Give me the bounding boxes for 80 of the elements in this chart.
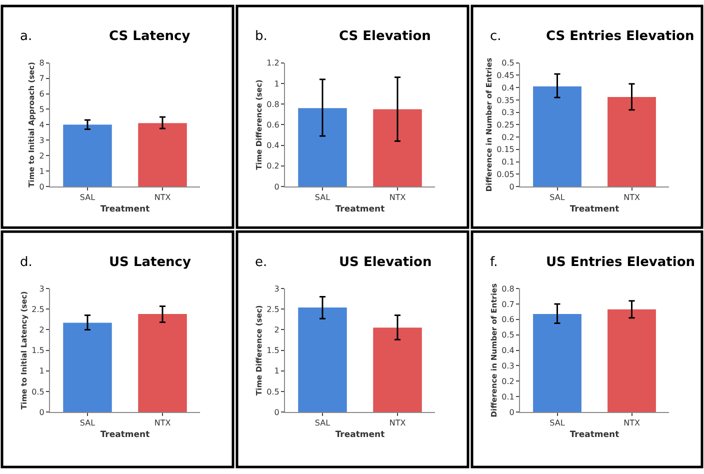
- y-tick-label: 0.35: [496, 96, 514, 105]
- y-tick-label: 0.3: [502, 362, 514, 371]
- y-tick-label: 0.8: [502, 284, 514, 294]
- y-tick-label: 0.4: [502, 346, 514, 356]
- y-tick-label: 1.5: [266, 346, 280, 356]
- x-tick-label: SAL: [314, 418, 331, 428]
- y-tick-label: 2: [39, 325, 44, 334]
- y-tick-label: 0: [274, 408, 280, 417]
- y-tick-label: 0: [39, 408, 44, 417]
- x-tick-label: SAL: [550, 193, 566, 202]
- x-tick-label: NTX: [389, 418, 406, 428]
- y-tick-label: 0.2: [502, 132, 514, 142]
- text: e.: [255, 255, 268, 270]
- y-tick-label: 0.8: [266, 100, 280, 109]
- x-tick-label: SAL: [314, 193, 331, 202]
- text: b.: [255, 29, 268, 44]
- x-tick-label: NTX: [389, 193, 406, 202]
- chart-title: CS Latency: [109, 29, 191, 44]
- chart-title: US Latency: [109, 255, 192, 270]
- y-tick-label: 6: [39, 90, 44, 99]
- y-tick-label: 0.45: [496, 71, 514, 80]
- text: d.: [20, 255, 32, 270]
- y-tick-label: 5: [39, 105, 44, 114]
- y-tick-label: 0: [509, 408, 514, 417]
- y-tick-label: 3: [274, 284, 280, 294]
- y-tick-label: 8: [39, 58, 44, 68]
- x-axis-title: Treatment: [570, 204, 620, 215]
- y-tick-label: 4: [39, 120, 44, 130]
- x-tick-label: NTX: [154, 418, 172, 428]
- text: a.: [20, 29, 32, 44]
- y-tick-label: 0.6: [266, 120, 280, 130]
- y-tick-label: 0.15: [496, 145, 514, 154]
- chart-title: CS Entries Elevation: [546, 29, 694, 44]
- y-tick-label: 0.5: [32, 387, 44, 396]
- y-tick-label: 2.5: [266, 304, 280, 314]
- y-tick-label: 0.6: [502, 315, 514, 324]
- y-tick-label: 0.25: [496, 120, 514, 130]
- y-tick-label: 0.7: [502, 300, 514, 309]
- y-tick-label: 0.2: [502, 377, 514, 386]
- y-tick-label: 1: [274, 366, 280, 376]
- y-tick-label: 3: [39, 284, 44, 294]
- x-tick-label: SAL: [80, 418, 96, 428]
- y-tick-label: 0.4: [502, 83, 514, 92]
- x-tick-label: NTX: [154, 193, 172, 202]
- chart-title: CS Elevation: [339, 29, 431, 44]
- y-tick-label: 1: [39, 166, 44, 176]
- y-tick-label: 0.1: [502, 392, 514, 402]
- y-tick-label: 0: [39, 182, 44, 192]
- y-tick-label: 0.05: [496, 170, 514, 179]
- y-tick-label: 3: [39, 136, 44, 145]
- y-tick-label: 2: [274, 325, 280, 334]
- x-axis-title: Treatment: [100, 204, 150, 215]
- x-axis-title: Treatment: [570, 430, 620, 440]
- y-tick-label: 0.5: [266, 387, 280, 396]
- y-tick-label: 0.3: [502, 108, 514, 118]
- y-tick-label: 7: [39, 74, 44, 84]
- text: f.: [490, 255, 498, 270]
- y-tick-label: 1: [274, 79, 280, 88]
- y-tick-label: 2.5: [32, 304, 44, 314]
- y-tick-label: 0.1: [502, 158, 514, 167]
- x-tick-label: SAL: [550, 418, 566, 428]
- y-tick-label: 0.2: [266, 162, 280, 171]
- y-tick-label: 1.5: [32, 346, 44, 356]
- x-tick-label: SAL: [80, 193, 96, 202]
- y-tick-label: 0.5: [502, 58, 514, 68]
- chart-title: US Entries Elevation: [546, 255, 695, 270]
- x-tick-label: NTX: [624, 418, 640, 428]
- chart-title: US Elevation: [339, 255, 432, 270]
- y-tick-label: 0.5: [502, 330, 514, 340]
- y-tick-label: 0: [509, 182, 514, 192]
- x-axis-title: Treatment: [100, 430, 150, 440]
- y-tick-label: 1.2: [266, 58, 280, 68]
- x-axis-title: Treatment: [335, 430, 385, 440]
- y-tick-label: 0.4: [266, 141, 280, 150]
- y-tick-label: 2: [39, 151, 44, 160]
- y-tick-label: 0: [274, 182, 280, 192]
- y-tick-label: 1: [39, 366, 44, 376]
- x-tick-label: NTX: [624, 193, 640, 202]
- text: c.: [490, 29, 502, 44]
- x-axis-title: Treatment: [335, 204, 385, 215]
